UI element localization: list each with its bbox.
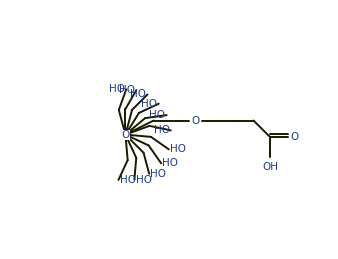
Text: HO: HO <box>142 99 158 109</box>
Text: HO: HO <box>163 158 178 168</box>
Text: HO: HO <box>136 175 152 185</box>
Text: O: O <box>121 130 129 140</box>
Text: O: O <box>290 132 298 142</box>
Text: HO: HO <box>119 85 135 95</box>
Text: HO: HO <box>149 110 165 120</box>
Text: O: O <box>192 116 200 126</box>
Text: HO: HO <box>109 84 125 95</box>
Text: HO: HO <box>120 175 136 185</box>
Text: OH: OH <box>262 162 278 171</box>
Text: HO: HO <box>153 125 170 135</box>
Text: HO: HO <box>170 144 186 154</box>
Text: HO: HO <box>150 169 167 179</box>
Text: HO: HO <box>130 89 146 99</box>
